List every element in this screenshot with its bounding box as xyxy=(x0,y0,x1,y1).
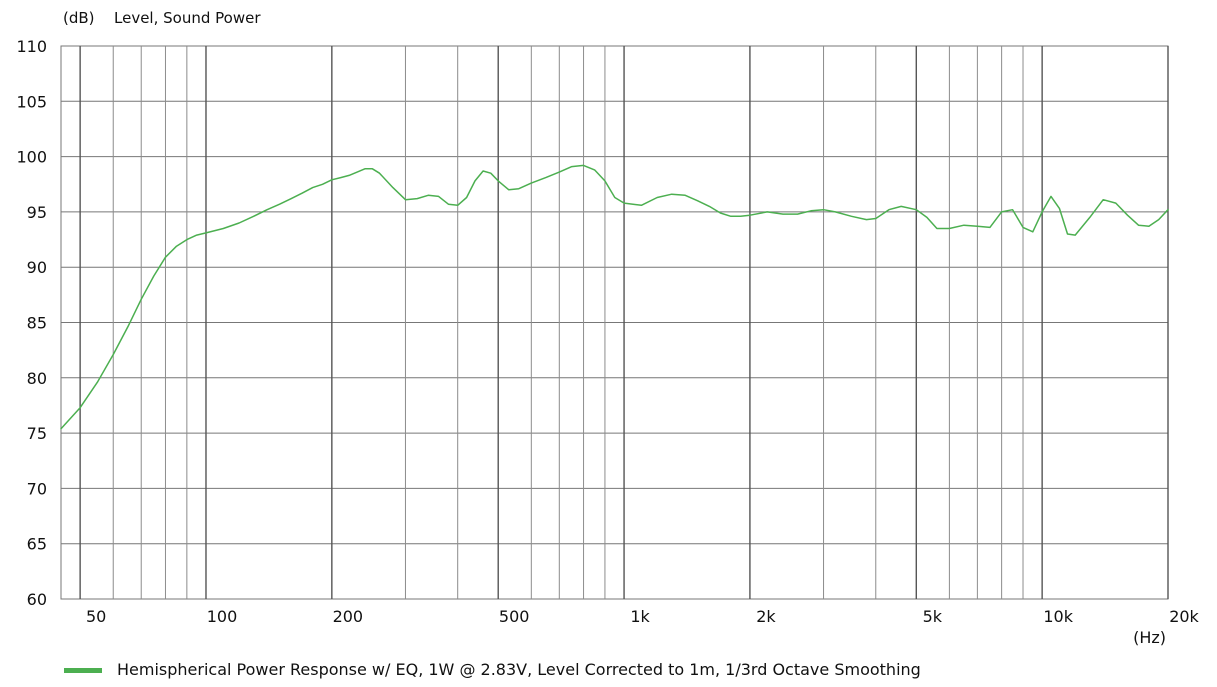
series-layer xyxy=(60,164,1169,430)
y-tick-label: 75 xyxy=(27,424,47,443)
legend: Hemispherical Power Response w/ EQ, 1W @… xyxy=(64,660,921,679)
y-tick-label: 95 xyxy=(27,203,47,222)
x-tick-label: 50 xyxy=(86,607,106,626)
x-tick-label: 20k xyxy=(1169,607,1199,626)
legend-label: Hemispherical Power Response w/ EQ, 1W @… xyxy=(117,660,921,679)
series-line-0 xyxy=(60,164,1169,430)
y-tick-label: 110 xyxy=(16,37,47,56)
x-tick-label: 500 xyxy=(499,607,530,626)
y-tick-label: 70 xyxy=(27,479,47,498)
y-tick-label: 100 xyxy=(16,148,47,167)
chart-title: Level, Sound Power xyxy=(114,9,261,27)
legend-swatch xyxy=(64,668,102,673)
x-tick-label: 1k xyxy=(630,607,650,626)
y-tick-label: 85 xyxy=(27,314,47,333)
x-tick-label: 100 xyxy=(207,607,238,626)
chart-ylabel: (dB) xyxy=(63,9,95,27)
grid-layer xyxy=(60,45,1169,600)
y-tick-label: 105 xyxy=(16,92,47,111)
y-tick-label: 65 xyxy=(27,535,47,554)
chart-xlabel: (Hz) xyxy=(1133,628,1166,647)
axis-layer: 60 65 70 75 80 85 90 95 100 105 110 50 100 200 500 1k 2k… xyxy=(16,37,1199,626)
y-tick-label: 90 xyxy=(27,258,47,277)
x-tick-label: 200 xyxy=(333,607,364,626)
x-tick-label: 10k xyxy=(1043,607,1073,626)
x-tick-label: 2k xyxy=(756,607,776,626)
y-tick-label: 60 xyxy=(27,590,47,609)
y-tick-label: 80 xyxy=(27,369,47,388)
x-tick-label: 5k xyxy=(923,607,943,626)
